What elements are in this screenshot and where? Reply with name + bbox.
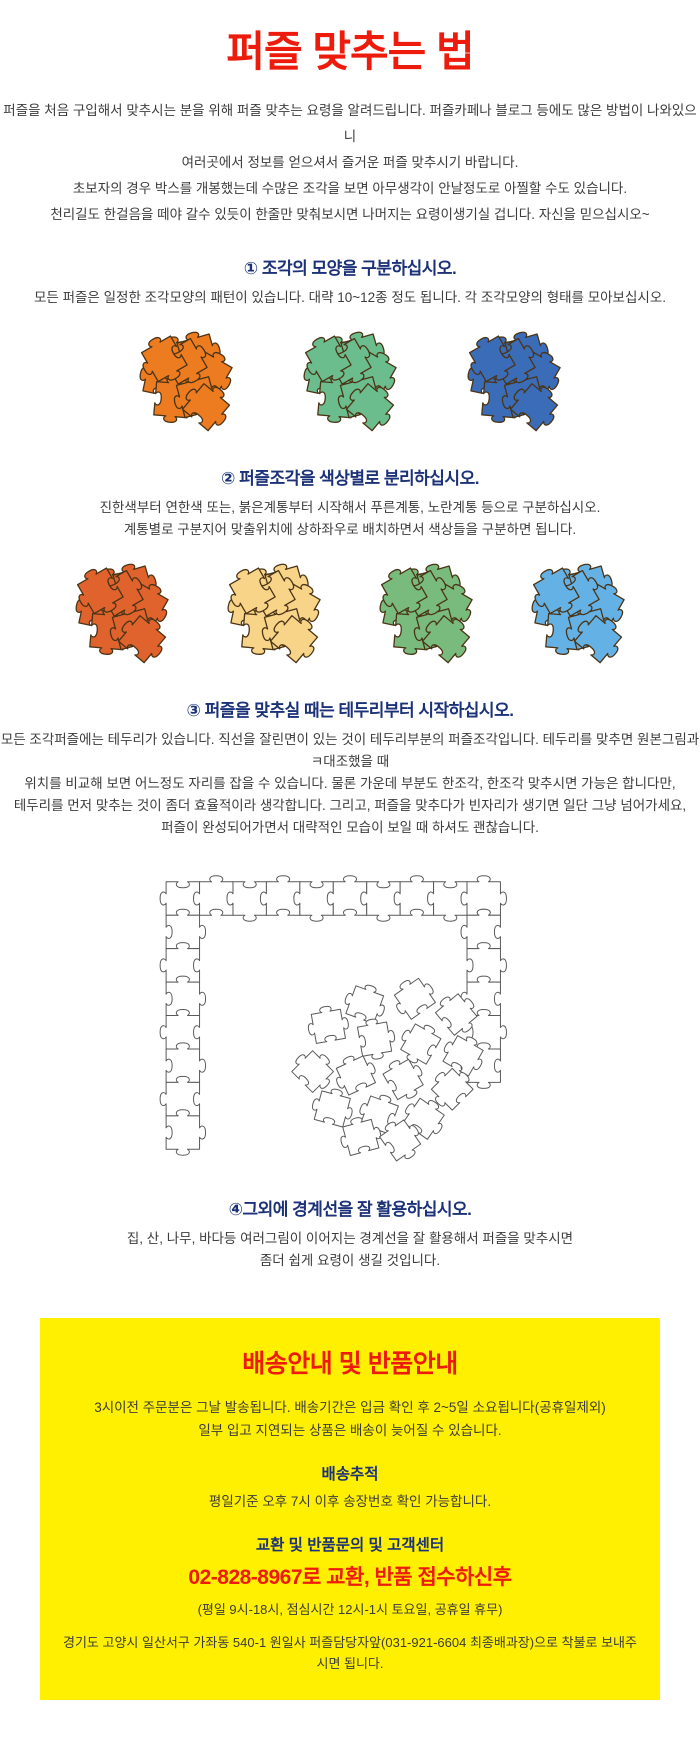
color-cluster-row [0,555,700,670]
tracking-heading: 배송추적 [321,1466,379,1484]
text-line: 모든 조각퍼즐에는 테두리가 있습니다. 직선을 잘린면이 있는 것이 테두리부… [0,732,700,770]
text-line: 퍼즐을 처음 구입해서 맞추시는 분을 위해 퍼즐 맞추는 요령을 알려드립니다… [3,103,697,145]
puzzle-cluster-green-icon [294,323,406,438]
text-line: 진한색부터 연한색 또는, 붉은계통부터 시작해서 푸른계통, 노란계통 등으로… [99,500,601,516]
section-use-boundaries: ④그외에 경계선을 잘 활용하십시오. 집, 산, 나무, 바다등 여러그림이 … [0,1195,700,1272]
puzzle-cluster-yellow-icon [218,555,330,670]
section-heading: ② 퍼즐조각을 색상별로 분리하십시오. [221,469,479,489]
shipping-notice-box: 배송안내 및 반품안내 3시이전 주문분은 그날 발송됩니다. 배송기간은 입금… [40,1318,660,1701]
puzzle-cluster-red-orange-icon [66,555,178,670]
text-line: 일부 입고 지연되는 상품은 배송이 늦어질 수 있습니다. [198,1423,502,1439]
puzzle-cluster-green-icon [370,555,482,670]
contact-heading: 교환 및 반품문의 및 고객센터 [255,1537,445,1555]
section-text: 모든 퍼즐은 일정한 조각모양의 패턴이 있습니다. 대략 10~12종 정도 … [0,287,700,309]
puzzle-cluster-lightblue-icon [522,555,634,670]
business-hours-line: (평일 9시-18시, 점심시간 12시-1시 토요일, 공휴일 휴무) [197,1602,503,1618]
text-line: 초보자의 경우 박스를 개봉했는데 수많은 조각을 보면 아무생각이 안날정도로… [72,181,628,197]
text-line: 모든 퍼즐은 일정한 조각모양의 패턴이 있습니다. 대략 10~12종 정도 … [34,290,666,306]
text-line: 집, 산, 나무, 바다등 여러그림이 이어지는 경계선을 잘 활용해서 퍼즐을… [126,1231,574,1247]
section-heading: ③ 퍼즐을 맞추실 때는 테두리부터 시작하십시오. [186,701,514,721]
section-border-first: ③ 퍼즐을 맞추실 때는 테두리부터 시작하십시오. 모든 조각퍼즐에는 테두리… [0,696,700,1169]
text-line: 계통별로 구분지어 맞출위치에 상하좌우로 배치하면서 색상들을 구분하면 됩니… [123,522,577,538]
section-text: 진한색부터 연한색 또는, 붉은계통부터 시작해서 푸른계통, 노란계통 등으로… [0,497,700,541]
puzzle-cluster-blue-icon [458,323,570,438]
text-line: 좀더 쉽게 요령이 생길 것입니다. [259,1253,441,1269]
phone-line: 02-828-8967로 교환, 반품 접수하신후 [188,1566,512,1590]
puzzle-cluster-orange-icon [130,323,242,438]
section-color-sorting: ② 퍼즐조각을 색상별로 분리하십시오. 진한색부터 연한색 또는, 붉은계통부… [0,464,700,670]
bottom-whitespace [0,1700,700,1740]
text-line: 여러곳에서 정보를 얻으셔서 즐거운 퍼즐 맞추시기 바랍니다. [181,155,519,171]
intro-paragraph: 퍼즐을 처음 구입해서 맞추시는 분을 위해 퍼즐 맞추는 요령을 알려드립니다… [0,98,700,228]
shape-cluster-row [0,323,700,438]
tracking-line: 평일기준 오후 7시 이후 송장번호 확인 가능합니다. [208,1494,492,1510]
notice-title: 배송안내 및 반품안내 [242,1350,458,1379]
section-text: 모든 조각퍼즐에는 테두리가 있습니다. 직선을 잘린면이 있는 것이 테두리부… [0,729,700,839]
section-text: 집, 산, 나무, 바다등 여러그림이 이어지는 경계선을 잘 활용해서 퍼즐을… [0,1228,700,1272]
text-line: 천리길도 한걸음을 떼야 갈수 있듯이 한줄만 맞춰보시면 나머지는 요령이생기… [50,207,650,223]
section-heading: ④그외에 경계선을 잘 활용하십시오. [228,1200,472,1220]
puzzle-border-frame-icon [150,869,550,1169]
section-heading: ① 조각의 모양을 구분하십시오. [243,259,457,279]
border-frame-illustration [0,869,700,1169]
text-line: 퍼즐이 완성되어가면서 대략적인 모습이 보일 때 하셔도 괜찮습니다. [161,820,539,836]
section-shape-sorting: ① 조각의 모양을 구분하십시오. 모든 퍼즐은 일정한 조각모양의 패턴이 있… [0,254,700,438]
text-line: 테두리를 먼저 맞추는 것이 좀더 효율적이라 생각합니다. 그리고, 퍼즐을 … [13,798,687,814]
text-line: 위치를 비교해 보면 어느정도 자리를 잡을 수 있습니다. 물론 가운데 부분… [24,776,676,792]
return-address-line: 경기도 고양시 일산서구 가좌동 540-1 원일사 퍼즐담당자앞(031-92… [63,1635,637,1672]
page-title: 퍼즐 맞추는 법 [226,28,474,75]
shipping-info: 3시이전 주문분은 그날 발송됩니다. 배송기간은 입금 확인 후 2~5일 소… [58,1396,642,1442]
